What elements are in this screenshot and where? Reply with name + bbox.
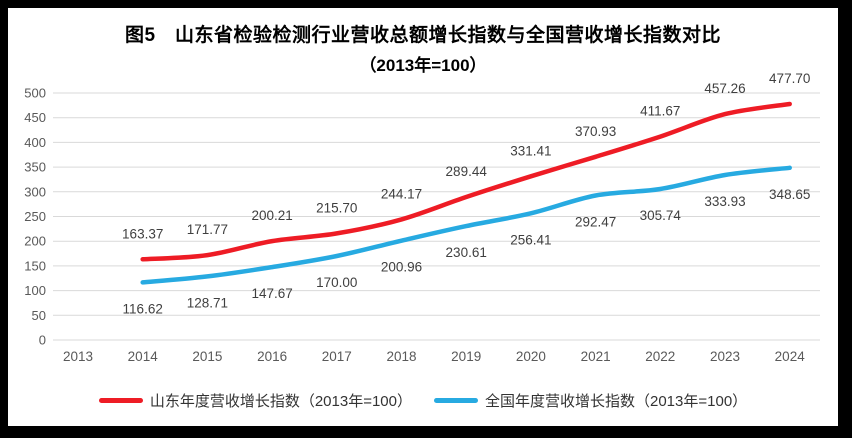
chart-title-line2: （2013年=100） [359, 56, 487, 75]
line-chart-plot-area: 0 50 100 150 200 250 300 350 400 450 500 2013 2014 20… [24, 71, 820, 364]
y-tick-label: 50 [32, 308, 46, 323]
data-label: 333.93 [704, 194, 745, 209]
chart-title-line1: 图5 山东省检验检测行业营收总额增长指数与全国营收增长指数对比 [124, 25, 722, 46]
chart-title: 图5 山东省检验检测行业营收总额增长指数与全国营收增长指数对比 （2013年=1… [8, 20, 838, 76]
data-label: 147.67 [251, 286, 292, 301]
x-tick-label: 2023 [710, 349, 740, 364]
x-tick-label: 2013 [63, 349, 93, 364]
x-tick-label: 2019 [451, 349, 481, 364]
data-label: 163.37 [122, 226, 163, 241]
x-tick-label: 2016 [257, 349, 287, 364]
y-tick-label: 0 [39, 333, 46, 348]
data-label: 348.65 [769, 187, 810, 202]
y-tick-label: 350 [24, 160, 46, 175]
data-label: 128.71 [187, 295, 228, 310]
legend-label-shandong: 山东年度营收增长指数（2013年=100） [149, 393, 412, 410]
legend-item-national: 全国年度营收增长指数（2013年=100） [434, 390, 747, 411]
data-label: 215.70 [316, 200, 357, 215]
y-tick-label: 100 [24, 283, 46, 298]
x-tick-label: 2020 [516, 349, 546, 364]
x-tick-label: 2021 [581, 349, 611, 364]
data-label: 292.47 [575, 215, 616, 230]
legend-item-shandong: 山东年度营收增长指数（2013年=100） [98, 390, 412, 411]
data-label: 331.41 [510, 143, 551, 158]
data-label: 200.21 [251, 208, 292, 223]
data-label: 370.93 [575, 124, 616, 139]
chart-legend: 山东年度营收增长指数（2013年=100） 全国年度营收增长指数（2013年=1… [8, 390, 838, 411]
y-tick-label: 200 [24, 234, 46, 249]
national-series-swatch-icon [434, 398, 478, 403]
y-tick-label: 250 [24, 209, 46, 224]
x-tick-label: 2024 [775, 349, 806, 364]
data-label: 411.67 [640, 104, 680, 119]
data-label: 170.00 [316, 275, 357, 290]
y-tick-label: 500 [24, 86, 46, 101]
data-label: 230.61 [446, 245, 487, 260]
y-tick-label: 150 [24, 258, 46, 273]
y-tick-label: 450 [24, 110, 46, 125]
x-tick-label: 2018 [386, 349, 416, 364]
x-tick-label: 2022 [645, 349, 675, 364]
chart-card: 图5 山东省检验检测行业营收总额增长指数与全国营收增长指数对比 （2013年=1… [8, 8, 838, 426]
shandong-series-swatch-icon [98, 398, 143, 403]
y-tick-label: 300 [24, 184, 46, 199]
data-label: 305.74 [640, 208, 682, 223]
data-label: 289.44 [446, 164, 488, 179]
data-label: 200.96 [381, 260, 422, 275]
data-label: 256.41 [510, 232, 551, 247]
series-line-national [140, 165, 792, 285]
data-label: 477.70 [769, 71, 810, 86]
data-label: 116.62 [123, 301, 163, 316]
data-label: 457.26 [704, 81, 745, 96]
data-label: 244.17 [381, 186, 422, 201]
x-tick-label: 2015 [192, 349, 222, 364]
series-line-shandong [140, 101, 792, 262]
legend-label-national: 全国年度营收增长指数（2013年=100） [485, 393, 748, 410]
y-tick-label: 400 [24, 135, 46, 150]
x-tick-label: 2014 [128, 349, 159, 364]
x-tick-label: 2017 [322, 349, 352, 364]
data-label: 171.77 [187, 222, 228, 237]
